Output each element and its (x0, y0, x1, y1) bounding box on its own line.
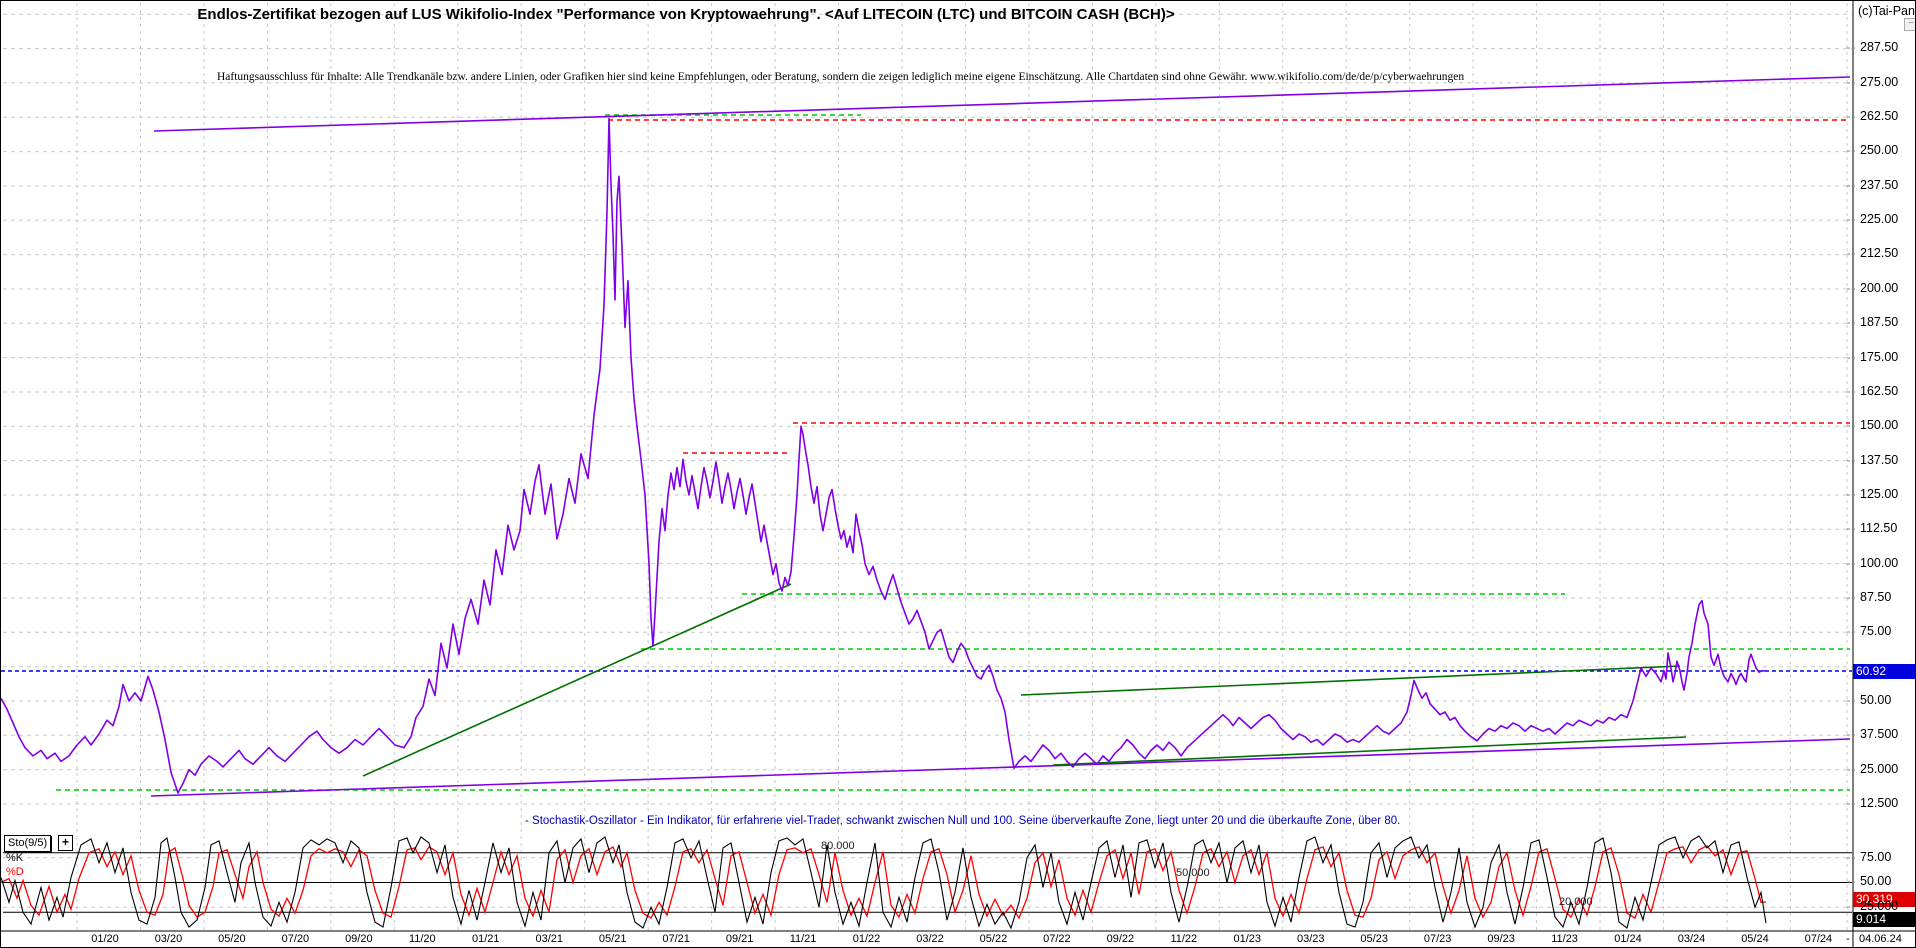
date-axis-label: 09/22 (1106, 933, 1135, 945)
green-trend-2022-2024-upper[interactable] (1020, 665, 1681, 696)
sto-gridlines (3, 852, 1852, 913)
price-axis-label: 175.00 (1860, 350, 1899, 364)
date-axis-label: 09/20 (345, 933, 373, 945)
upper-violet-channel[interactable] (153, 76, 1851, 132)
stochastic-d-line (1, 845, 1767, 920)
date-axis-label: 07/21 (662, 933, 690, 945)
stochastic-description: - Stochastik-Oszillator - Ein Indikator,… (525, 815, 1401, 827)
date-axis-label: 01/21 (471, 933, 500, 945)
price-axis-label: 162.50 (1860, 384, 1899, 398)
taipan-watermark: (c)Tai-Pan (1858, 4, 1915, 18)
price-line[interactable] (1, 117, 1767, 794)
stochastic-k-value-tag: 9.014 (1853, 912, 1915, 927)
date-axis-label: 03/21 (535, 933, 563, 945)
price-axis-label: 250.00 (1860, 143, 1899, 157)
date-axis-label: 07/22 (1043, 933, 1071, 945)
price-axis-label: 225.00 (1860, 212, 1899, 226)
date-axis-label: 05/23 (1360, 933, 1388, 945)
lower-violet-channel[interactable] (150, 738, 1851, 797)
sto-level-80-label: 80.000 (821, 840, 855, 852)
price-axis-label: 112.50 (1860, 521, 1898, 535)
percent-k-legend: %K (6, 852, 24, 864)
date-axis-label: 03/22 (916, 933, 944, 945)
date-axis-label: 01/24 (1614, 933, 1642, 945)
minimize-axis-button[interactable]: − (1904, 18, 1915, 31)
date-axis-label: 07/23 (1423, 933, 1452, 945)
sto-level-20-label: 20.000 (1559, 896, 1593, 908)
stochastic-indicator-button[interactable]: Sto(9/5) (4, 835, 52, 852)
date-axis-label: 11/21 (789, 933, 817, 945)
add-indicator-button[interactable]: + (58, 835, 73, 851)
sto-axis-label: 75.00 (1860, 850, 1892, 864)
price-axis-label: 87.50 (1860, 590, 1892, 604)
stochastic-k-line (1, 835, 1767, 930)
price-gridlines (3, 13, 1852, 805)
date-axis-label: 09/21 (725, 933, 754, 945)
price-axis-label: 137.50 (1860, 453, 1899, 467)
date-axis-label: 05/22 (979, 933, 1008, 945)
sto-axis-label: 50.00 (1860, 874, 1892, 888)
disclaimer-text: Haftungsausschluss für Inhalte: Alle Tre… (217, 71, 1465, 83)
date-axis-label: 01/20 (91, 933, 119, 945)
price-axis-label: 287.50 (1860, 40, 1899, 54)
green-trend-2020-2021[interactable] (362, 583, 792, 777)
sto-level-50-label: 50.000 (1176, 867, 1210, 879)
stochastic-d-value-tag: 30.319 (1853, 892, 1915, 907)
price-axis-label: 275.00 (1860, 75, 1899, 89)
date-axis-label: 03/23 (1296, 933, 1325, 945)
date-axis-label: 05/20 (218, 933, 246, 945)
chart-title: Endlos-Zertifikat bezogen auf LUS Wikifo… (197, 6, 1175, 23)
vertical-gridlines (76, 3, 1848, 930)
price-axis-label: 150.00 (1860, 418, 1899, 432)
date-axis-label: 09/23 (1487, 933, 1515, 945)
date-axis-label: 07/24 (1804, 933, 1833, 945)
date-axis-label: 11/20 (408, 933, 436, 945)
sto-axis-label: 25.000 (1860, 899, 1899, 913)
date-axis-label: 05/24 (1741, 933, 1769, 945)
last-price-tag: 60.92 (1853, 664, 1915, 679)
axis-dash: - (1846, 933, 1850, 945)
percent-d-legend: %D (6, 866, 24, 878)
price-axis-label: 187.50 (1860, 315, 1899, 329)
date-axis-label: 01/22 (852, 933, 881, 945)
date-axis-label: 01/23 (1233, 933, 1262, 945)
price-axis-label: 37.500 (1860, 727, 1899, 741)
green-trend-2022-2024-lower[interactable] (1052, 736, 1687, 766)
date-axis-label: 07/20 (281, 933, 310, 945)
last-date-label: 04.06.24 (1859, 933, 1902, 945)
date-axis-label: 03/24 (1677, 933, 1706, 945)
date-axis-label: 11/22 (1170, 933, 1198, 945)
date-axis-label: 03/20 (154, 933, 183, 945)
price-axis-label: 212.50 (1860, 246, 1899, 260)
date-axis-label: 11/23 (1551, 933, 1578, 945)
price-axis-label: 75.00 (1860, 624, 1892, 638)
price-axis-label: 237.50 (1860, 178, 1899, 192)
right-axis-ticks (1847, 47, 1857, 908)
date-axis-label: 05/21 (598, 933, 627, 945)
price-axis-label: 25.000 (1860, 762, 1899, 776)
price-axis-label: 200.00 (1860, 281, 1899, 295)
price-axis-label: 12.500 (1860, 796, 1899, 810)
price-axis-label: 262.50 (1860, 109, 1899, 123)
price-axis-label: 125.00 (1860, 487, 1899, 501)
price-axis-label: 50.00 (1860, 693, 1892, 707)
price-axis-label: 100.00 (1860, 556, 1899, 570)
